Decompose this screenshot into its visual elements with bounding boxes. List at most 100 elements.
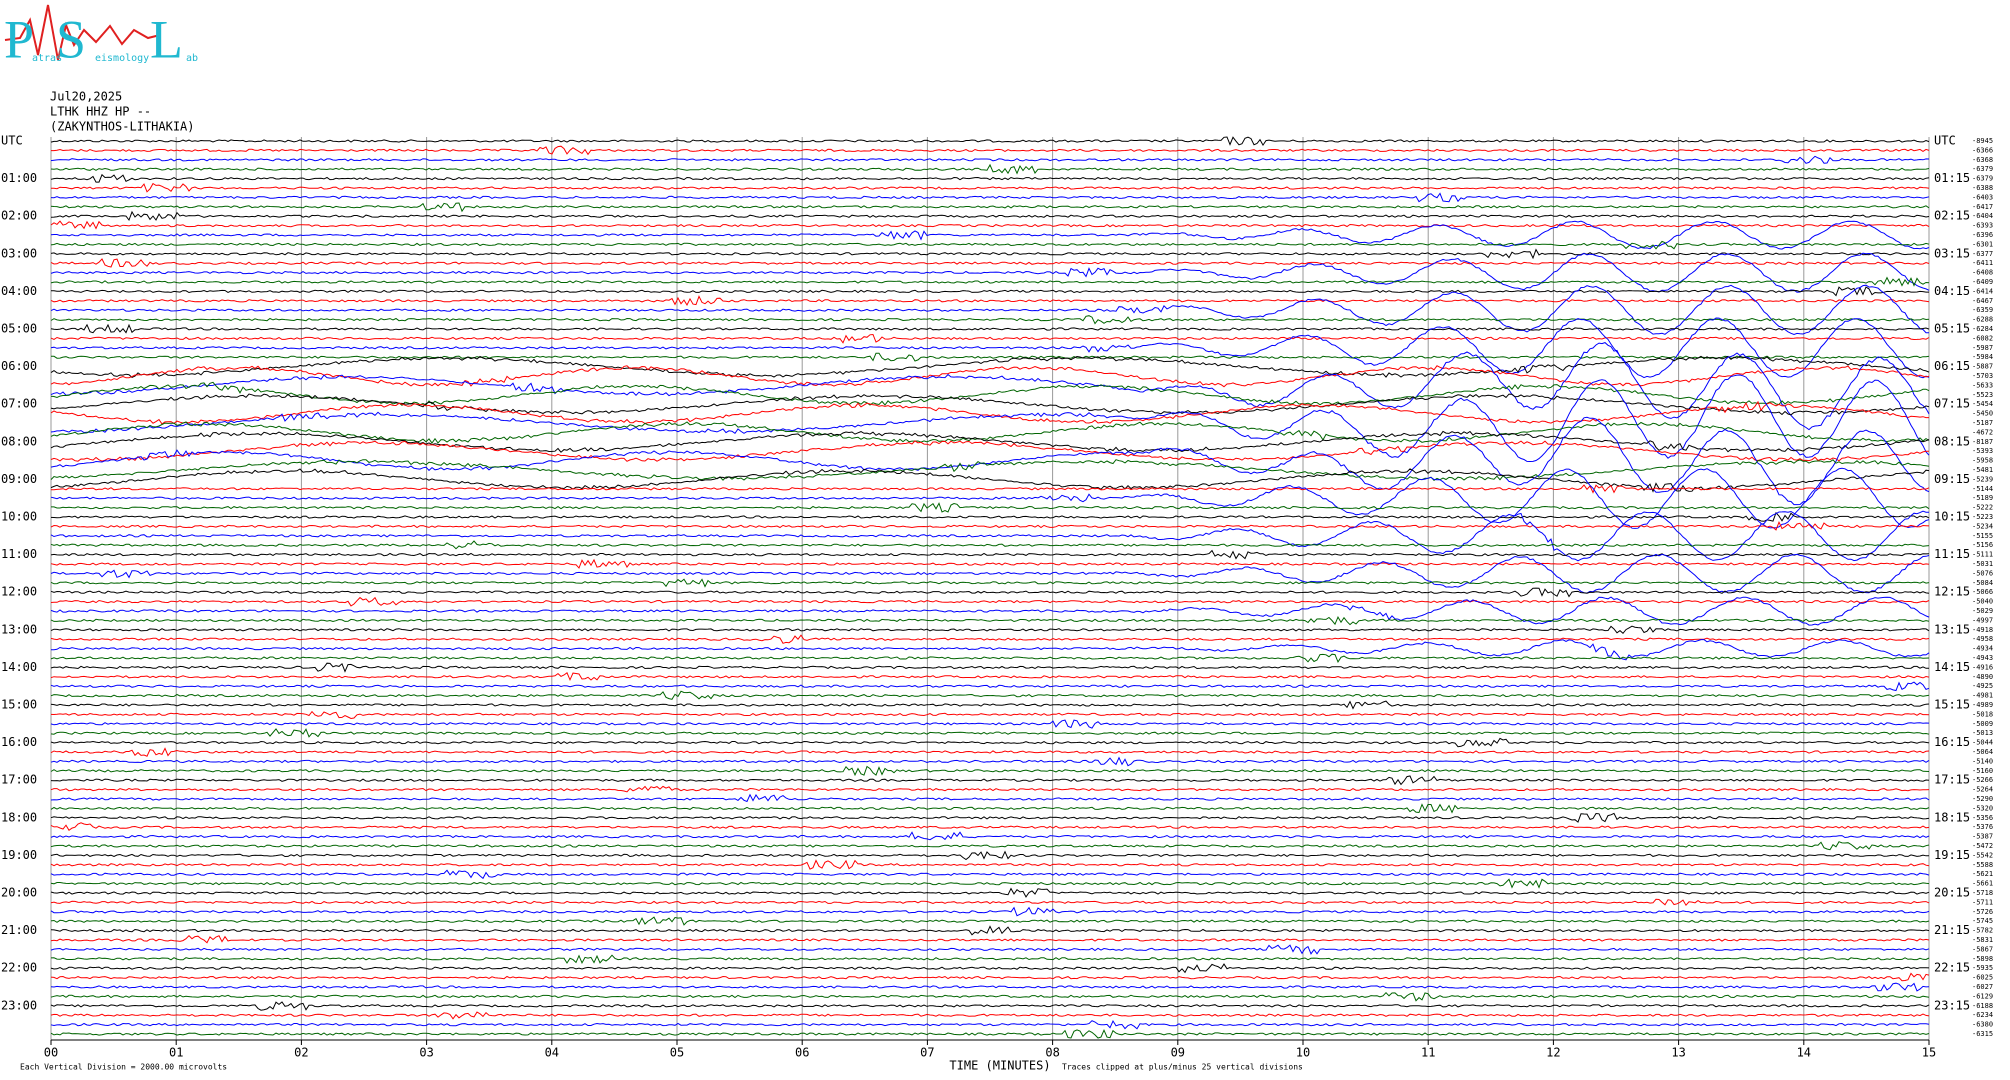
x-tick-label: 14 bbox=[1797, 1046, 1811, 1060]
trace-offset: -4918 bbox=[1972, 626, 1993, 634]
time-label: 01:00 bbox=[1, 171, 37, 185]
trace-offset: -5111 bbox=[1972, 551, 1993, 559]
trace-offset: -5450 bbox=[1972, 410, 1993, 418]
time-label: 01:15 bbox=[1934, 171, 1970, 185]
trace bbox=[50, 972, 1930, 982]
time-label: UTC bbox=[1, 134, 23, 148]
x-tick-label: 07 bbox=[920, 1046, 934, 1060]
trace bbox=[50, 963, 1930, 974]
trace bbox=[50, 775, 1930, 786]
time-label: 09:15 bbox=[1934, 472, 1970, 486]
trace bbox=[51, 502, 1930, 513]
trace bbox=[50, 803, 1930, 814]
trace-offset: -6027 bbox=[1972, 983, 1993, 991]
trace bbox=[50, 887, 1930, 898]
trace-offset: -6379 bbox=[1972, 175, 1993, 183]
trace bbox=[50, 672, 1930, 682]
x-tick-label: 01 bbox=[169, 1046, 183, 1060]
trace bbox=[50, 578, 1930, 588]
trace bbox=[50, 710, 1930, 720]
trace-offset: -6404 bbox=[1972, 212, 1993, 220]
trace bbox=[50, 173, 1930, 183]
traces bbox=[50, 136, 1930, 1039]
trace-offset: -5393 bbox=[1972, 447, 1993, 455]
trace bbox=[50, 416, 1930, 506]
trace-offset: -5239 bbox=[1972, 475, 1993, 483]
trace-offset: -6359 bbox=[1972, 306, 1993, 314]
x-tick-label: 09 bbox=[1171, 1046, 1185, 1060]
time-label: 16:00 bbox=[1, 735, 37, 749]
trace-offset: -5718 bbox=[1972, 889, 1993, 897]
x-tick-label: 15 bbox=[1922, 1046, 1936, 1060]
time-label: 12:15 bbox=[1934, 585, 1970, 599]
time-label: 06:00 bbox=[1, 359, 37, 373]
trace-offset: -5984 bbox=[1972, 353, 1993, 361]
trace-offset: -6234 bbox=[1972, 1011, 1993, 1019]
time-label: 08:15 bbox=[1934, 434, 1970, 448]
trace-offset: -4890 bbox=[1972, 673, 1993, 681]
trace-offset: -6129 bbox=[1972, 992, 1993, 1000]
station: LTHK HHZ HP -- bbox=[50, 105, 151, 119]
trace bbox=[50, 365, 1930, 388]
trace-offset: -6301 bbox=[1972, 240, 1993, 248]
time-label: 04:00 bbox=[1, 284, 37, 298]
time-label: 08:00 bbox=[1, 434, 37, 448]
trace-offset: -6288 bbox=[1972, 316, 1993, 324]
trace-offset: -5084 bbox=[1972, 579, 1993, 587]
trace-offset: -5187 bbox=[1972, 419, 1993, 427]
trace bbox=[50, 822, 1930, 832]
x-tick-label: 12 bbox=[1546, 1046, 1560, 1060]
trace bbox=[50, 982, 1930, 992]
trace-offset: -6380 bbox=[1972, 1021, 1993, 1029]
trace-offset: -5189 bbox=[1972, 494, 1993, 502]
time-label: 12:00 bbox=[1, 585, 37, 599]
trace bbox=[50, 163, 1930, 175]
trace bbox=[50, 315, 1930, 325]
trace bbox=[50, 558, 1930, 569]
time-label: 14:15 bbox=[1934, 660, 1970, 674]
trace-offset: -6417 bbox=[1972, 203, 1993, 211]
trace-offset: -8187 bbox=[1972, 438, 1993, 446]
trace-offset: -5076 bbox=[1972, 569, 1993, 577]
trace-offset: -6082 bbox=[1972, 334, 1993, 342]
time-label: 23:00 bbox=[1, 998, 37, 1012]
trace bbox=[50, 210, 1930, 222]
logo-text: ab bbox=[186, 53, 198, 64]
trace bbox=[50, 467, 1930, 529]
x-tick-label: 05 bbox=[670, 1046, 684, 1060]
time-label: 04:15 bbox=[1934, 284, 1970, 298]
trace bbox=[50, 240, 1930, 250]
location: (ZAKYNTHOS-LITHAKIA) bbox=[50, 120, 195, 134]
trace-offset: -5703 bbox=[1972, 372, 1993, 380]
trace bbox=[50, 869, 1930, 880]
trace bbox=[50, 400, 1929, 425]
trace-offset: -5633 bbox=[1972, 381, 1993, 389]
clip-note: Traces clipped at plus/minus 25 vertical… bbox=[1062, 1063, 1303, 1072]
x-tick-label: 03 bbox=[419, 1046, 433, 1060]
trace bbox=[50, 468, 1930, 493]
trace bbox=[50, 430, 1930, 453]
trace-offset: -5156 bbox=[1972, 541, 1993, 549]
time-label: 03:00 bbox=[1, 246, 37, 260]
trace bbox=[50, 440, 1929, 462]
trace bbox=[50, 484, 1930, 494]
trace bbox=[50, 549, 1930, 560]
trace bbox=[51, 352, 1930, 362]
time-label: 10:15 bbox=[1934, 510, 1970, 524]
trace-offset: -5264 bbox=[1972, 786, 1993, 794]
trace-offset: -6411 bbox=[1972, 259, 1993, 267]
trace bbox=[50, 615, 1930, 626]
trace bbox=[50, 540, 1930, 550]
trace bbox=[50, 756, 1930, 767]
trace-offset: -6408 bbox=[1972, 269, 1993, 277]
trace bbox=[51, 286, 1929, 297]
trace-offset: -6403 bbox=[1972, 193, 1993, 201]
trace-offset: -8945 bbox=[1972, 137, 1993, 145]
trace-offset: -5013 bbox=[1972, 729, 1993, 737]
trace-offset: -5040 bbox=[1972, 598, 1993, 606]
time-label: 21:00 bbox=[1, 923, 37, 937]
time-label: 22:00 bbox=[1, 961, 37, 975]
trace bbox=[50, 906, 1930, 917]
trace bbox=[50, 374, 1930, 463]
